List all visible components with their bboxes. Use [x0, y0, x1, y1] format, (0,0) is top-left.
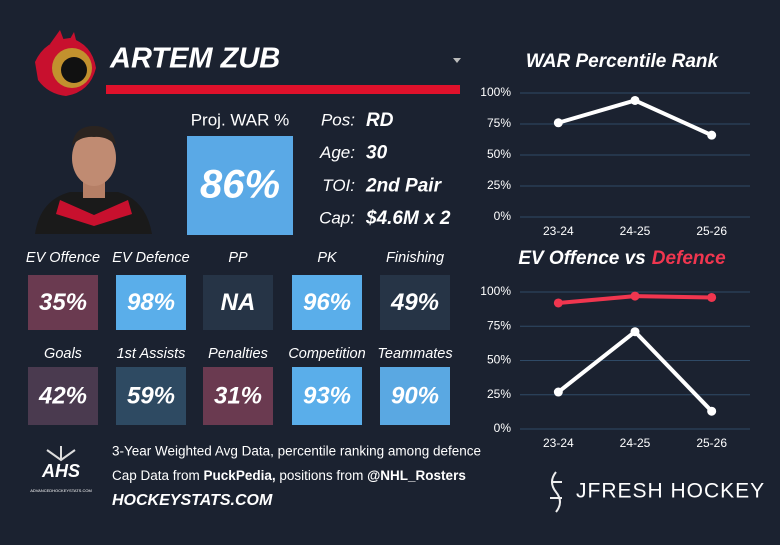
- tile-value: NA: [221, 289, 256, 316]
- title-part: Defence: [652, 248, 726, 269]
- tile: [203, 275, 273, 330]
- player-name: ARTEM ZUB: [109, 43, 280, 75]
- tile-label: PK: [317, 250, 338, 266]
- point: [630, 291, 640, 301]
- player-info: Pos: RD Age: 30 TOI: 2nd Pair Cap: $4.6M x 2: [319, 110, 451, 229]
- y-tick-label: 50%: [487, 147, 511, 161]
- ahs-logo-text: AHS: [41, 461, 80, 481]
- y-tick-label: 50%: [487, 353, 511, 367]
- x-tick-label: 24-25: [620, 436, 651, 450]
- tile: [380, 367, 450, 425]
- proj-war-label: Proj. WAR %: [191, 110, 290, 129]
- point: [630, 327, 640, 337]
- ahs-logo-small: ADVANCEDHOCKEYSTATS.COM: [30, 488, 92, 493]
- footer-note: 3-Year Weighted Avg Data, percentile ran…: [112, 444, 481, 459]
- chart-title: EV Offence vs Defence: [518, 248, 726, 269]
- name-underline: [106, 85, 460, 94]
- y-tick-label: 25%: [487, 387, 511, 401]
- stat-tiles: EV Offence 35% EV Defence 98% PP NA PK 96% Finis…: [26, 250, 453, 425]
- x-tick-label: 23-24: [543, 224, 574, 238]
- footer-credits: Cap Data from PuckPedia, positions from …: [112, 468, 466, 483]
- proj-war-value: 86%: [200, 163, 280, 207]
- tile: [116, 367, 186, 425]
- tile-label: Teammates: [377, 346, 452, 362]
- tile-value: 42%: [38, 382, 87, 409]
- tile-value: 96%: [303, 289, 351, 316]
- tile: [28, 275, 98, 330]
- y-tick-label: 100%: [480, 284, 511, 298]
- point: [553, 298, 563, 308]
- tile-label: Competition: [288, 346, 365, 362]
- point: [630, 95, 640, 105]
- charts: WAR Percentile Rank 0% 25% 50% 75% 100% 23-24 2…: [480, 51, 750, 450]
- point: [553, 118, 563, 128]
- tile-value: 90%: [391, 382, 439, 409]
- x-tick-label: 25-26: [696, 436, 727, 450]
- info-value: RD: [366, 110, 394, 131]
- y-tick-label: 25%: [487, 178, 511, 192]
- tile: [380, 275, 450, 330]
- chart-title: WAR Percentile Rank: [526, 51, 720, 72]
- y-tick-label: 0%: [494, 421, 512, 435]
- y-tick-label: 75%: [487, 318, 511, 332]
- x-tick-label: 23-24: [543, 436, 574, 450]
- tile-value: 59%: [127, 382, 175, 409]
- tile: [203, 367, 273, 425]
- credit-part: PuckPedia,: [204, 468, 276, 483]
- y-tick-label: 75%: [487, 116, 511, 130]
- point: [707, 406, 717, 416]
- tile: [116, 275, 186, 330]
- tile-label: Finishing: [386, 250, 444, 266]
- tile-label: Goals: [44, 346, 82, 362]
- player-photo: [35, 126, 152, 234]
- info-label: Age:: [319, 143, 355, 162]
- x-tick-label: 24-25: [620, 224, 651, 238]
- info-label: Pos:: [321, 110, 355, 129]
- tile-value: 35%: [39, 289, 87, 316]
- point: [553, 387, 563, 397]
- credit-part: positions from: [276, 468, 368, 483]
- info-label: TOI:: [322, 176, 355, 195]
- tile-label: PP: [228, 250, 248, 266]
- y-tick-label: 0%: [494, 209, 512, 223]
- tile-value: 93%: [303, 382, 351, 409]
- credit-part: Cap Data from: [112, 468, 204, 483]
- dropdown-arrow[interactable]: [453, 58, 461, 63]
- tile: [28, 367, 98, 425]
- point: [707, 292, 717, 302]
- tile-label: EV Defence: [112, 250, 189, 266]
- tile-label: EV Offence: [26, 250, 100, 266]
- y-tick-label: 100%: [480, 85, 511, 99]
- tile: [292, 367, 362, 425]
- footer-site: HOCKEYSTATS.COM: [112, 492, 273, 509]
- title-part: EV Offence vs: [518, 248, 645, 269]
- info-value: 2nd Pair: [365, 175, 443, 196]
- tile-value: 31%: [214, 382, 262, 409]
- info-value: 30: [366, 143, 388, 164]
- info-label: Cap:: [319, 209, 355, 228]
- brand-icon: [550, 471, 562, 513]
- credit-part: @NHL_Rosters: [367, 468, 466, 483]
- info-value: $4.6M x 2: [365, 208, 451, 229]
- brand: JFRESH HOCKEY: [576, 480, 765, 503]
- tile-label: Penalties: [208, 346, 268, 362]
- tile-value: 98%: [127, 289, 175, 316]
- team-logo: [35, 30, 96, 96]
- tile-label: 1st Assists: [117, 346, 186, 362]
- tile-value: 49%: [390, 289, 439, 316]
- x-tick-label: 25-26: [696, 224, 727, 238]
- ahs-logo: AHS ADVANCEDHOCKEYSTATS.COM: [30, 446, 92, 493]
- point: [707, 130, 717, 140]
- tile: [292, 275, 362, 330]
- proj-war-box: [187, 136, 293, 235]
